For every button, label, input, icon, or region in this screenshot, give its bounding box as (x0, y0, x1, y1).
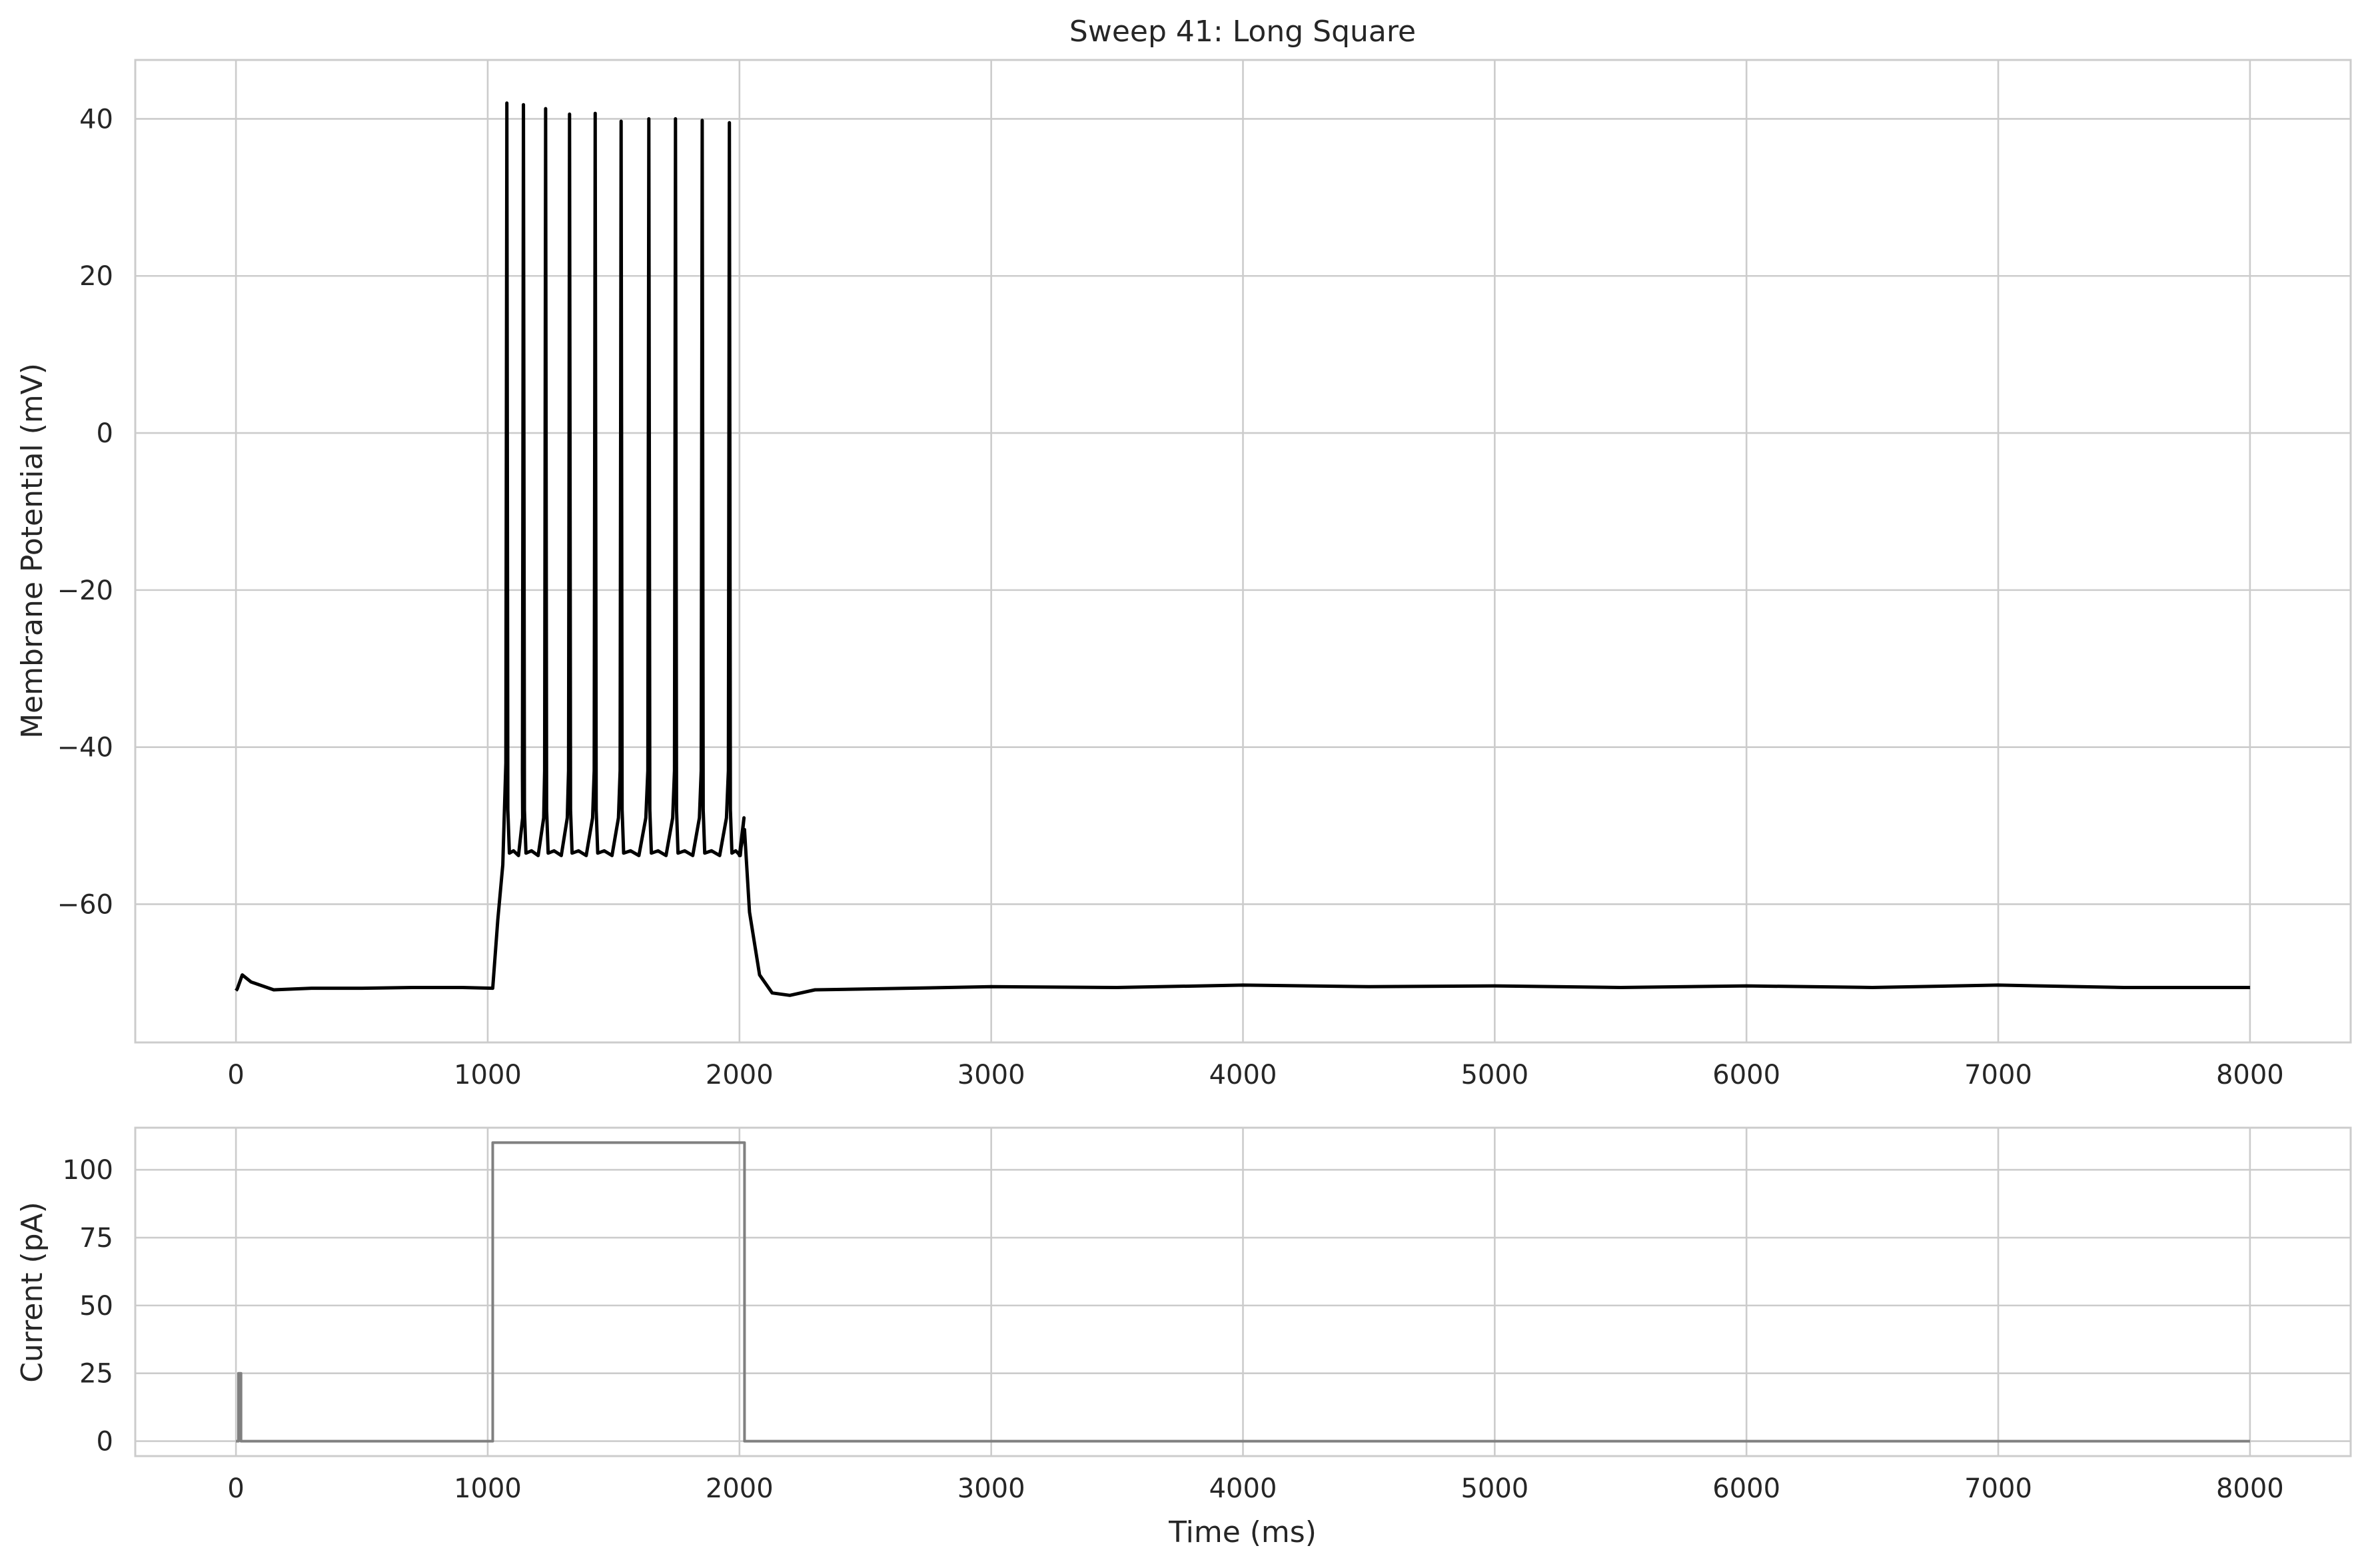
x-tick-label: 2000 (706, 1473, 774, 1504)
x-tick-label: 1000 (454, 1060, 522, 1090)
x-tick-label: 1000 (454, 1473, 522, 1504)
x-tick-label: 4000 (1209, 1060, 1277, 1090)
y-tick-label: 20 (79, 261, 113, 292)
x-tick-label: 0 (227, 1473, 244, 1504)
x-tick-label: 6000 (1712, 1060, 1780, 1090)
y-tick-label: −60 (57, 889, 113, 920)
x-tick-label: 7000 (1964, 1060, 2032, 1090)
current-tick-labels: 0 1000 2000 3000 4000 5000 6000 7000 8000 0 25 50 75… (63, 1155, 2284, 1504)
x-tick-label: 5000 (1461, 1060, 1528, 1090)
voltage-tick-labels: 0 1000 2000 3000 4000 5000 6000 7000 8000 −60 −40 −… (57, 104, 2284, 1090)
chart-title: Sweep 41: Long Square (1069, 15, 1416, 49)
y-tick-label: 40 (79, 104, 113, 135)
x-tick-label: 5000 (1461, 1473, 1528, 1504)
y-tick-label: 25 (79, 1359, 113, 1389)
x-tick-label: 8000 (2216, 1473, 2284, 1504)
x-tick-label: 3000 (957, 1473, 1025, 1504)
x-tick-label: 3000 (957, 1060, 1025, 1090)
current-plot-frame (134, 1126, 2352, 1457)
x-tick-label: 2000 (706, 1060, 774, 1090)
stimulus-series-line (236, 1141, 2250, 1443)
voltage-y-axis-label: Membrane Potential (mV) (15, 363, 49, 739)
y-tick-label: 50 (79, 1291, 113, 1322)
y-tick-label: −40 (57, 733, 113, 763)
voltage-grid (135, 60, 2351, 1042)
y-tick-label: 100 (63, 1155, 113, 1186)
y-tick-label: −20 (57, 576, 113, 606)
y-tick-label: 0 (97, 418, 113, 449)
current-trace (236, 1141, 2250, 1443)
x-tick-label: 8000 (2216, 1060, 2284, 1090)
voltage-series-line (235, 101, 2250, 997)
voltage-panel: Sweep 41: Long Square 0 1000 2000 3000 4000 5… (15, 15, 2352, 1090)
x-tick-label: 6000 (1712, 1473, 1780, 1504)
x-axis-label: Time (ms) (1168, 1515, 1317, 1549)
x-tick-label: 4000 (1209, 1473, 1277, 1504)
y-tick-label: 75 (79, 1223, 113, 1254)
x-tick-label: 7000 (1964, 1473, 2032, 1504)
x-tick-label: 0 (227, 1060, 244, 1090)
current-panel: 0 1000 2000 3000 4000 5000 6000 7000 8000 0 25 50 75… (15, 1126, 2352, 1549)
voltage-trace (235, 101, 2250, 997)
current-y-axis-label: Current (pA) (15, 1202, 49, 1383)
y-tick-label: 0 (97, 1427, 113, 1457)
current-grid (135, 1128, 2351, 1456)
voltage-plot-frame (134, 59, 2352, 1044)
